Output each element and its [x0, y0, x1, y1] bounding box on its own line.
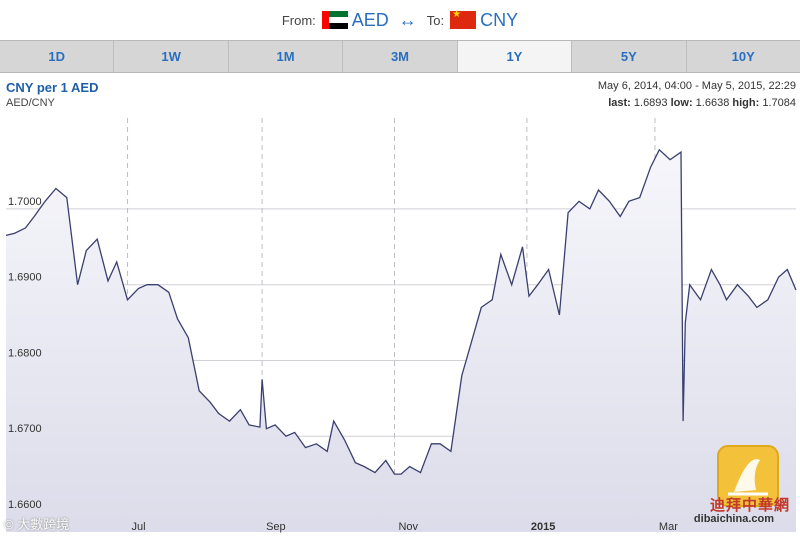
site-name-chinese: 迪拜中華網 — [709, 497, 790, 514]
tab-10y[interactable]: 10Y — [731, 49, 755, 64]
last-label: last: — [608, 97, 631, 109]
series-line — [5, 148, 797, 475]
dibaichina-logo — [717, 445, 779, 507]
china-flag-icon[interactable] — [450, 9, 477, 29]
tab-1w[interactable]: 1W — [114, 41, 229, 72]
x-tick-label: Mar — [659, 521, 678, 533]
from-label: From: — [281, 12, 316, 28]
low-label: low: — [670, 97, 693, 109]
x-tick-label: Nov — [398, 521, 418, 533]
credit-watermark: © 大數跨境 — [4, 517, 70, 532]
exchange-rate-chart[interactable]: 1.6600 1.6700 1.6800 1.6900 1.7000 Jul Sep Nov… — [0, 112, 800, 538]
y-tick-label: 1.6900 — [8, 272, 42, 284]
tab-1d[interactable]: 1D — [0, 41, 115, 72]
tab-3m[interactable]: 3M — [343, 41, 458, 72]
tab-1y[interactable]: 1Y — [457, 41, 573, 72]
site-url: dibaichina.com — [693, 513, 774, 525]
swap-icon[interactable]: ↔ — [398, 9, 417, 30]
x-tick-label: Jul — [132, 521, 146, 533]
pair-label: AED/CNY — [6, 97, 55, 109]
from-currency[interactable]: AED — [351, 9, 389, 30]
tab-5y[interactable]: 5Y — [572, 41, 687, 72]
to-currency[interactable]: CNY — [480, 9, 519, 30]
x-tick-label: Sep — [266, 521, 286, 533]
low-value: 1.6638 — [695, 97, 730, 109]
uae-flag-icon[interactable] — [321, 11, 348, 29]
currency-selector: From: AED ↔ To: CNY — [0, 0, 800, 40]
tab-1m[interactable]: 1M — [229, 41, 344, 72]
to-label: To: — [426, 12, 445, 28]
x-axis-ticks: Jul Sep Nov 2015 Mar — [132, 521, 679, 533]
y-tick-label: 1.7000 — [8, 196, 42, 208]
range-tabs: 1D 1W 1M 3M 1Y 5Y 10Y — [0, 40, 800, 73]
series-area — [6, 149, 796, 533]
price-stats: last: 1.6893 low: 1.6638 high: 1.7084 — [608, 97, 796, 109]
high-label: high: — [732, 97, 760, 109]
high-value: 1.7084 — [762, 97, 796, 109]
y-axis-ticks: 1.6600 1.6700 1.6800 1.6900 1.7000 — [8, 196, 42, 511]
y-tick-label: 1.6700 — [8, 423, 42, 435]
y-tick-label: 1.6800 — [8, 347, 42, 359]
y-tick-label: 1.6600 — [8, 499, 42, 511]
chart-title: CNY per 1 AED — [6, 80, 99, 95]
last-value: 1.6893 — [633, 97, 668, 109]
x-tick-label: 2015 — [531, 521, 555, 533]
date-range: May 6, 2014, 04:00 - May 5, 2015, 22:29 — [597, 80, 796, 92]
